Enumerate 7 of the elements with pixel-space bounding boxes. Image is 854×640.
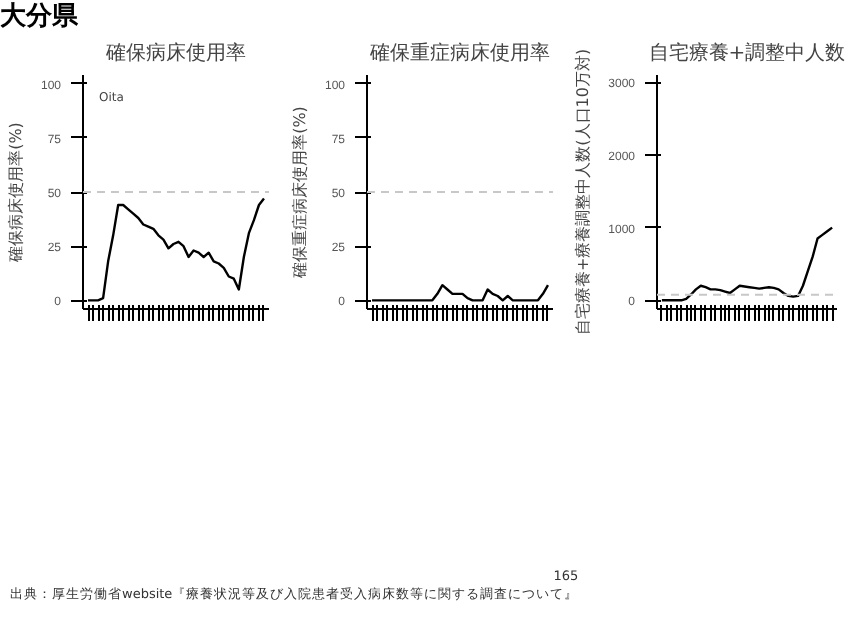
chart-title: 確保病床使用率 [104,41,246,65]
chart-title: 確保重症病床使用率 [368,41,550,65]
chart-title: 自宅療養+調整中人数 [648,41,846,65]
text: 大分県 [0,2,78,32]
y-axis-title: 確保重症病床使用率(%) [290,106,309,280]
y-axis-title: 自宅療養+療養調整中人数(人口10万対) [574,48,593,336]
y-axis-title: 確保病床使用率(%) [6,122,25,264]
